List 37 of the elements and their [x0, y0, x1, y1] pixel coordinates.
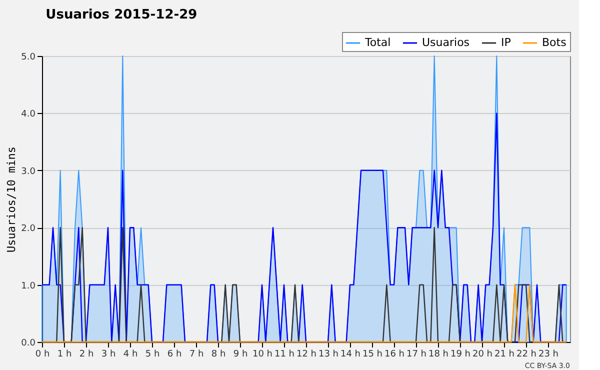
y-tick-label: 4.0 [21, 110, 36, 120]
x-tick-label: 21 h [494, 350, 515, 360]
x-tick-label: 14 h [340, 350, 361, 360]
legend-label: Usuarios [422, 36, 470, 49]
chart-title: Usuarios 2015-12-29 [46, 8, 198, 22]
x-tick-label: 16 h [384, 350, 405, 360]
legend-label: IP [501, 36, 512, 49]
x-tick-label: 13 h [318, 350, 339, 360]
y-tick-label: 0.0 [21, 338, 36, 348]
x-tick-label: 15 h [362, 350, 383, 360]
legend-label: Total [364, 36, 391, 49]
x-tick-label: 17 h [406, 350, 427, 360]
x-tick-label: 4 h [123, 350, 138, 360]
x-tick-label: 1 h [57, 350, 72, 360]
x-tick-label: 22 h [516, 350, 537, 360]
line-series [41, 112, 567, 343]
x-tick-label: 3 h [101, 350, 116, 360]
x-tick-label: 8 h [211, 350, 226, 360]
x-tick-label: 18 h [428, 350, 449, 360]
x-tick-label: 2 h [79, 350, 94, 360]
x-tick-label: 7 h [189, 350, 204, 360]
legend-label: Bots [542, 36, 567, 49]
x-tick-label: 0 h [35, 350, 50, 360]
x-tick-label: 6 h [167, 350, 182, 360]
y-tick-label: 5.0 [21, 52, 36, 62]
x-tick-label: 10 h [252, 350, 273, 360]
x-tick-label: 9 h [233, 350, 248, 360]
y-axis-title: Usuarios/10 mins [5, 146, 18, 252]
x-tick-label: 5 h [145, 350, 160, 360]
x-tick-label: 19 h [450, 350, 471, 360]
x-tick-label: 12 h [296, 350, 317, 360]
y-tick-label: 1.0 [21, 281, 36, 292]
x-tick-label: 11 h [274, 350, 295, 360]
y-tick-label: 3.0 [21, 166, 36, 177]
x-tick-label: 23 h [538, 350, 559, 360]
x-tick-label: 20 h [472, 350, 493, 360]
y-tick-label: 2.0 [21, 224, 36, 234]
